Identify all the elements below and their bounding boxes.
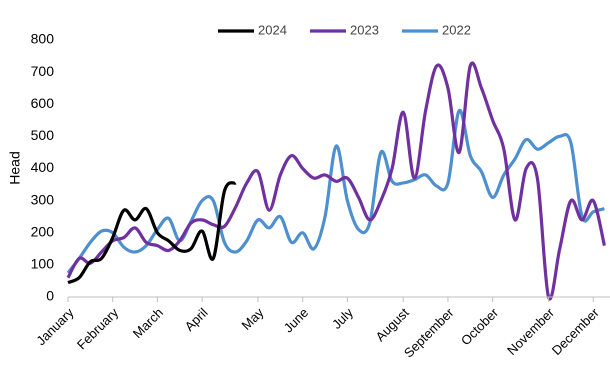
y-tick-label: 500 (31, 127, 55, 143)
x-tick-label: October (458, 304, 502, 348)
series-line (66, 109, 605, 274)
x-tick-label: December (549, 304, 602, 357)
plot-area (66, 61, 606, 301)
series-line (66, 61, 606, 301)
y-tick-label: 300 (31, 191, 55, 207)
x-tick-label: August (373, 305, 412, 344)
legend-label: 2022 (442, 22, 471, 37)
legend-label: 2024 (258, 22, 287, 37)
y-axis-label: Head (7, 151, 23, 184)
y-tick-label: 800 (31, 31, 55, 47)
x-tick-label: January (33, 305, 77, 349)
y-tick-label: 0 (46, 288, 54, 304)
series-line (67, 181, 237, 285)
legend-label: 2023 (350, 22, 379, 37)
x-tick-label: April (182, 305, 211, 334)
x-tick-label: May (239, 305, 267, 333)
x-tick-label: March (130, 305, 166, 341)
x-tick-label: February (74, 305, 122, 353)
legend: 2024 2023 2022 (218, 22, 471, 37)
x-tick-label: September (401, 304, 457, 360)
y-tick-label: 700 (31, 63, 55, 79)
y-tick-label: 100 (31, 256, 55, 272)
x-tick-label: July (329, 305, 356, 332)
x-tick-label: November (504, 304, 557, 357)
x-tick-label: June (281, 305, 312, 336)
y-tick-label: 600 (31, 95, 55, 111)
y-tick-label: 400 (31, 159, 55, 175)
y-tick-label: 200 (31, 223, 55, 239)
